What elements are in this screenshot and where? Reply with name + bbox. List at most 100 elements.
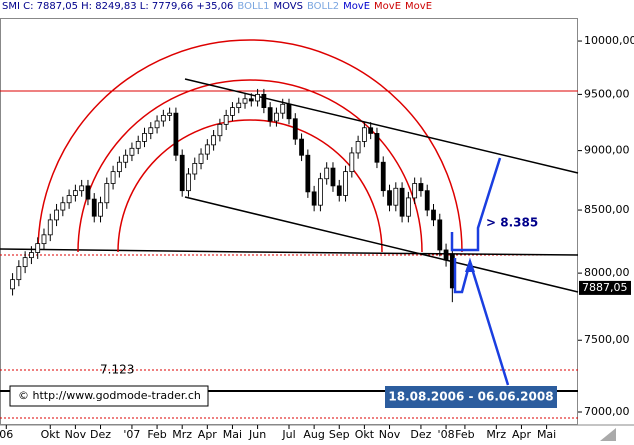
- candle-body: [431, 209, 436, 221]
- candle-body: [280, 103, 286, 114]
- scenario-arrow: [453, 257, 510, 386]
- price-marker-box: [579, 280, 631, 295]
- candle-body: [129, 147, 135, 156]
- x-tick-label: Feb: [147, 428, 166, 441]
- x-tick-label: Jul: [281, 428, 295, 441]
- candle-body: [22, 257, 28, 268]
- candle-body: [236, 102, 242, 109]
- annotation: > 8.385: [486, 216, 538, 230]
- candle-body: [85, 185, 91, 200]
- header-item: SMI C: 7887,05 H: 8249,83 L: 7779,66 +35…: [2, 1, 234, 12]
- candle-body: [223, 114, 229, 125]
- x-tick-label: Apr: [198, 428, 218, 441]
- channel-line: [184, 196, 579, 293]
- x-tick-label: Apr: [512, 428, 532, 441]
- x-tick-label: Dez: [90, 428, 111, 441]
- y-tick-label: 8500,00: [584, 203, 630, 216]
- arrow-head: [465, 258, 475, 272]
- candle-body: [198, 153, 204, 164]
- candle-body: [355, 141, 361, 154]
- candle-body: [217, 123, 223, 137]
- candle-body: [418, 183, 424, 192]
- annotation: 7.123: [100, 363, 134, 377]
- candle-body: [123, 154, 129, 163]
- x-tick-label: 06: [0, 428, 13, 441]
- candle-body: [380, 161, 386, 192]
- x-tick-label: Mrz: [486, 428, 506, 441]
- candle-body: [449, 253, 455, 289]
- candle-body: [336, 185, 342, 196]
- candle-body: [261, 93, 267, 109]
- candle-body: [242, 98, 248, 104]
- candle-body: [104, 183, 110, 204]
- candle-body: [60, 202, 66, 211]
- candle-body: [305, 154, 311, 193]
- date-range: 18.08.2006 - 06.06.2008: [388, 390, 553, 404]
- header-item: BOLL2: [307, 1, 340, 12]
- y-tick-label: 8000,00: [584, 266, 630, 279]
- candle-body: [349, 152, 355, 173]
- candle-body: [230, 107, 235, 116]
- candle-body: [324, 167, 330, 180]
- x-tick-label: Jun: [248, 428, 266, 441]
- candle-body: [405, 197, 411, 217]
- header-item: BOLL1: [237, 1, 270, 12]
- y-tick-label: 7000,00: [584, 405, 630, 418]
- candle-body: [98, 202, 103, 217]
- arc: [117, 119, 383, 253]
- header: SMI C: 7887,05 H: 8249,83 L: 7779,66 +35…: [2, 1, 436, 12]
- candle-body: [116, 161, 122, 173]
- candle-body: [292, 118, 298, 140]
- candle-body: [160, 114, 166, 122]
- arc: [37, 39, 463, 253]
- candle-body: [72, 190, 78, 196]
- candle-body: [318, 178, 323, 206]
- candle-body: [66, 195, 72, 204]
- y-tick-label: 9500,00: [584, 87, 630, 100]
- candle-body: [274, 112, 279, 122]
- x-tick-label: Mrz: [172, 428, 192, 441]
- candle-body: [255, 93, 260, 102]
- candle-body: [154, 120, 160, 129]
- candle-body: [204, 144, 210, 155]
- candle-body: [424, 190, 430, 211]
- x-tick-label: '08: [438, 428, 455, 441]
- candle-body: [437, 219, 443, 251]
- candle-body: [54, 209, 59, 221]
- candle-body: [211, 135, 217, 146]
- copyright-box: [9, 385, 209, 407]
- candle-body: [29, 252, 34, 259]
- x-tick-label: Feb: [455, 428, 474, 441]
- candle-body: [343, 171, 348, 196]
- candle-body: [110, 171, 116, 184]
- candle-body: [79, 185, 85, 192]
- candle-body: [286, 103, 292, 120]
- candle-body: [387, 190, 392, 206]
- x-tick-label: Okt: [41, 428, 61, 441]
- candle-body: [173, 112, 179, 156]
- candle-body: [399, 187, 405, 217]
- candle-body: [135, 141, 141, 149]
- header-item: MovE: [405, 1, 433, 12]
- resize-grip: [600, 428, 616, 441]
- candle-body: [299, 138, 304, 156]
- candle-body: [167, 112, 173, 116]
- candle-body: [393, 187, 399, 206]
- x-tick-label: Aug: [303, 428, 324, 441]
- candle-body: [412, 183, 418, 199]
- candle-body: [41, 234, 47, 245]
- candle-body: [330, 167, 336, 187]
- candle-body: [91, 198, 97, 217]
- candle-body: [368, 127, 374, 134]
- y-tick-label: 7500,00: [584, 333, 630, 346]
- channel-line: [184, 78, 579, 174]
- x-tick-label: Dez: [410, 428, 431, 441]
- header-item: MovE: [374, 1, 402, 12]
- candle-body: [142, 133, 147, 142]
- candle-body: [311, 191, 317, 206]
- x-tick-label: Mai: [223, 428, 242, 441]
- candle-body: [47, 219, 53, 236]
- x-tick-label: '07: [123, 428, 140, 441]
